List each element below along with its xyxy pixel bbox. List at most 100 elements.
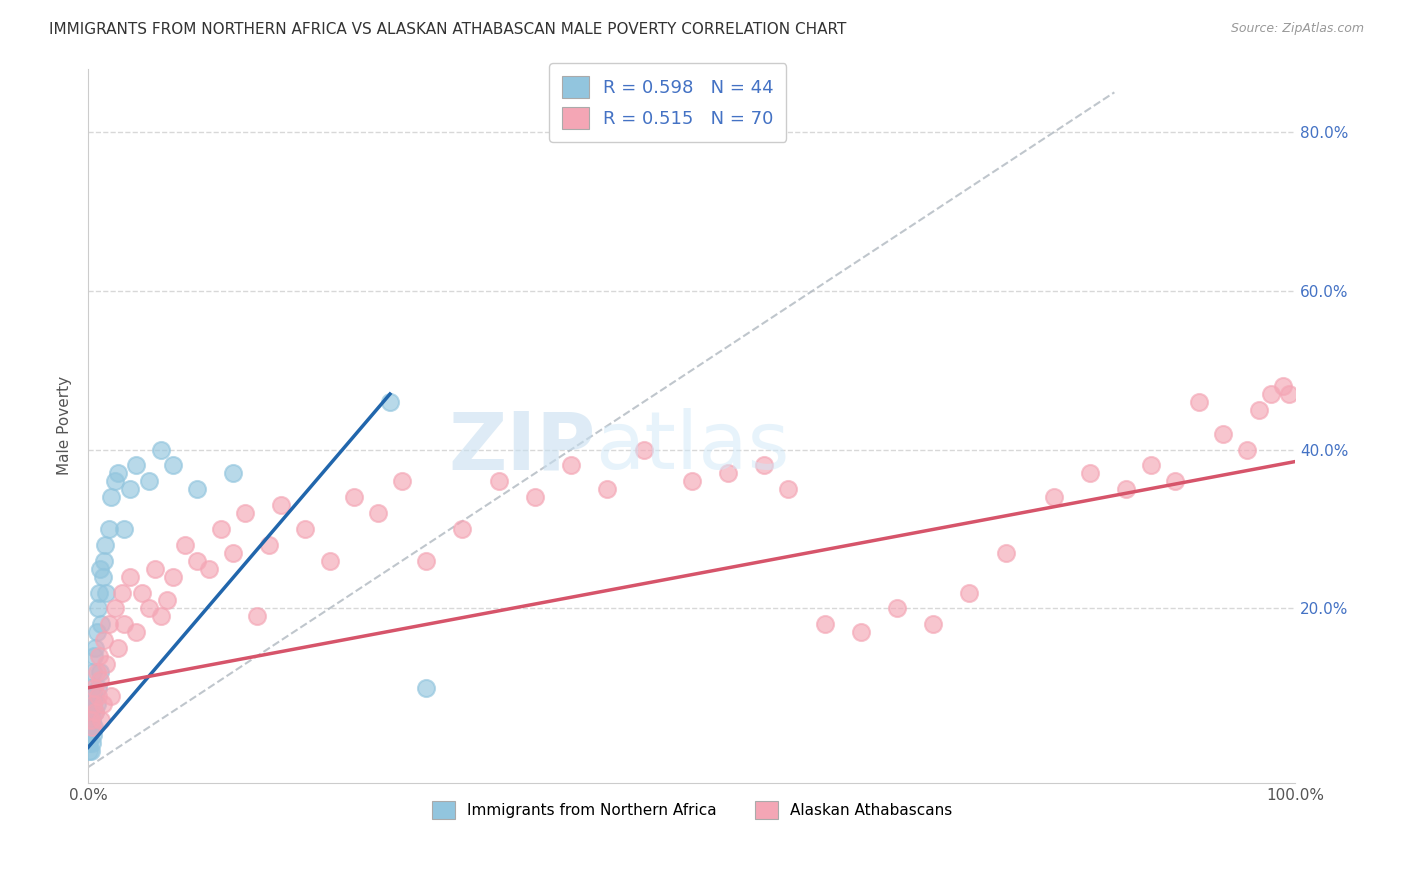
Point	[112, 522, 135, 536]
Point	[138, 475, 160, 489]
Point	[596, 483, 619, 497]
Point	[523, 490, 546, 504]
Point	[415, 554, 437, 568]
Point	[1236, 442, 1258, 457]
Point	[80, 713, 103, 727]
Point	[1260, 387, 1282, 401]
Point	[488, 475, 510, 489]
Point	[156, 593, 179, 607]
Point	[1115, 483, 1137, 497]
Point	[89, 665, 111, 679]
Point	[222, 467, 245, 481]
Point	[79, 744, 101, 758]
Point	[367, 506, 389, 520]
Point	[107, 641, 129, 656]
Point	[162, 458, 184, 473]
Point	[97, 522, 120, 536]
Point	[104, 475, 127, 489]
Point	[83, 681, 105, 695]
Point	[111, 585, 134, 599]
Point	[120, 483, 142, 497]
Point	[849, 625, 872, 640]
Text: Source: ZipAtlas.com: Source: ZipAtlas.com	[1230, 22, 1364, 36]
Point	[959, 585, 981, 599]
Point	[84, 705, 107, 719]
Point	[93, 554, 115, 568]
Point	[87, 601, 110, 615]
Point	[1278, 387, 1301, 401]
Point	[100, 490, 122, 504]
Point	[270, 498, 292, 512]
Point	[90, 713, 112, 727]
Point	[1272, 379, 1295, 393]
Point	[83, 689, 105, 703]
Point	[87, 585, 110, 599]
Point	[82, 665, 104, 679]
Point	[79, 721, 101, 735]
Point	[257, 538, 280, 552]
Point	[86, 697, 108, 711]
Point	[89, 673, 111, 687]
Point	[1164, 475, 1187, 489]
Point	[82, 697, 104, 711]
Point	[82, 728, 104, 742]
Point	[97, 617, 120, 632]
Point	[1078, 467, 1101, 481]
Point	[198, 562, 221, 576]
Point	[86, 625, 108, 640]
Point	[451, 522, 474, 536]
Point	[378, 395, 401, 409]
Point	[100, 689, 122, 703]
Point	[222, 546, 245, 560]
Point	[1139, 458, 1161, 473]
Point	[89, 562, 111, 576]
Text: ZIP: ZIP	[449, 409, 595, 486]
Point	[186, 483, 208, 497]
Point	[173, 538, 195, 552]
Point	[717, 467, 740, 481]
Point	[886, 601, 908, 615]
Point	[1043, 490, 1066, 504]
Text: atlas: atlas	[595, 409, 790, 486]
Point	[83, 721, 105, 735]
Point	[86, 665, 108, 679]
Point	[96, 657, 118, 671]
Point	[79, 713, 101, 727]
Point	[138, 601, 160, 615]
Point	[125, 625, 148, 640]
Point	[84, 641, 107, 656]
Point	[91, 569, 114, 583]
Point	[162, 569, 184, 583]
Point	[87, 681, 110, 695]
Point	[209, 522, 232, 536]
Point	[754, 458, 776, 473]
Point	[90, 617, 112, 632]
Point	[391, 475, 413, 489]
Point	[681, 475, 703, 489]
Point	[83, 648, 105, 663]
Point	[94, 538, 117, 552]
Point	[87, 689, 110, 703]
Point	[186, 554, 208, 568]
Point	[233, 506, 256, 520]
Point	[813, 617, 835, 632]
Point	[87, 648, 110, 663]
Point	[131, 585, 153, 599]
Point	[79, 728, 101, 742]
Text: IMMIGRANTS FROM NORTHERN AFRICA VS ALASKAN ATHABASCAN MALE POVERTY CORRELATION C: IMMIGRANTS FROM NORTHERN AFRICA VS ALASK…	[49, 22, 846, 37]
Point	[246, 609, 269, 624]
Point	[1212, 426, 1234, 441]
Point	[112, 617, 135, 632]
Point	[294, 522, 316, 536]
Point	[560, 458, 582, 473]
Point	[922, 617, 945, 632]
Point	[415, 681, 437, 695]
Point	[80, 721, 103, 735]
Point	[633, 442, 655, 457]
Y-axis label: Male Poverty: Male Poverty	[58, 376, 72, 475]
Point	[107, 467, 129, 481]
Point	[79, 705, 101, 719]
Point	[91, 697, 114, 711]
Point	[343, 490, 366, 504]
Point	[79, 744, 101, 758]
